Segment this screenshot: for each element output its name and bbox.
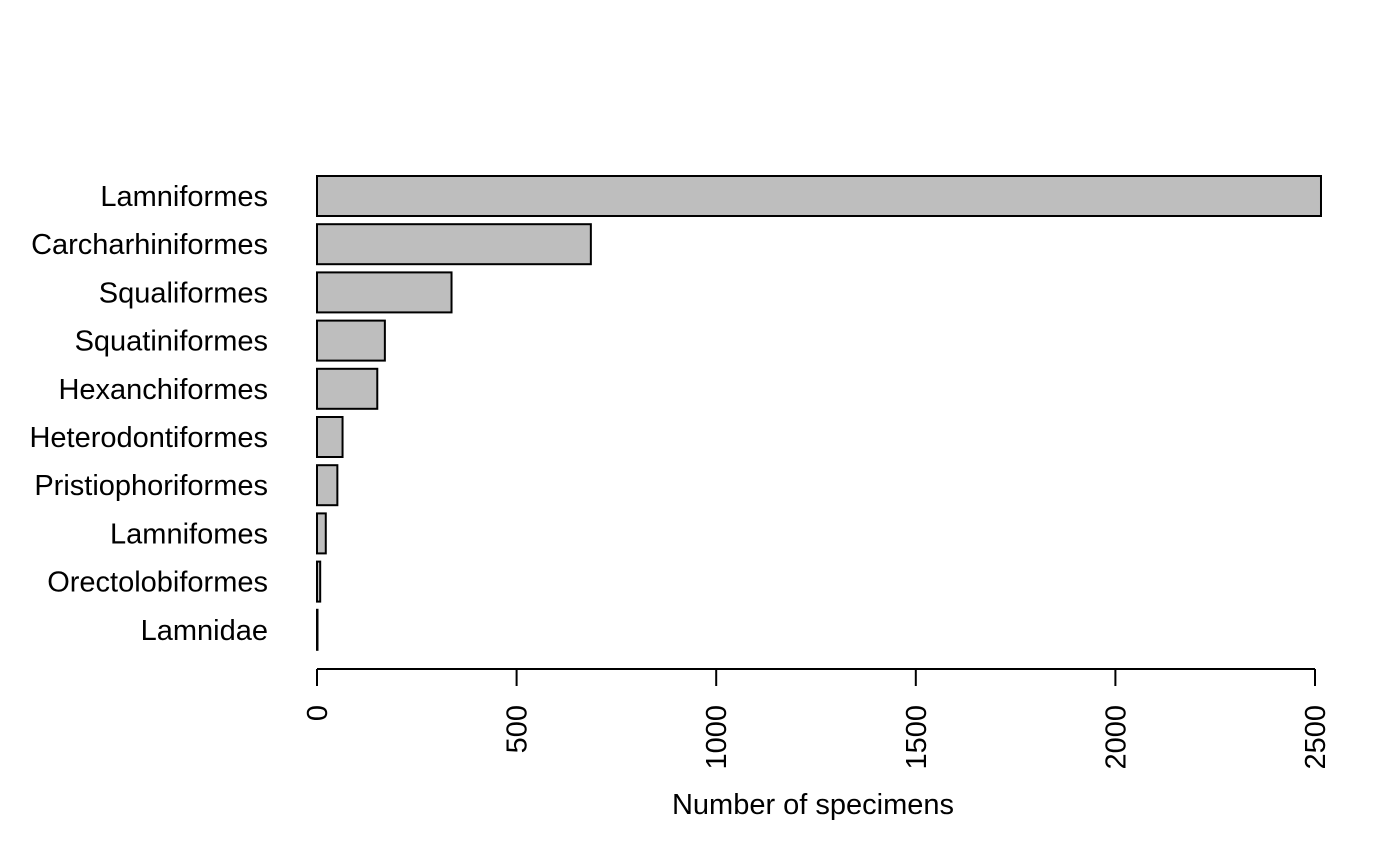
bar-squatiniformes bbox=[316, 319, 386, 362]
category-label: Lamnifomes bbox=[110, 518, 268, 550]
bar-lamniformes bbox=[316, 175, 1322, 217]
x-tick-label: 2000 bbox=[1100, 705, 1132, 770]
bar-orectolobiformes bbox=[316, 560, 322, 603]
category-label: Carcharhiniformes bbox=[31, 229, 268, 261]
bar-heterodontiformes bbox=[316, 416, 344, 458]
category-label: Orectolobiformes bbox=[47, 567, 268, 599]
x-tick-label: 500 bbox=[502, 705, 534, 753]
x-tick-label: 0 bbox=[302, 705, 334, 721]
x-axis-title: Number of specimens bbox=[672, 789, 954, 821]
category-label: Lamnidae bbox=[141, 615, 268, 647]
bar-lamnidae bbox=[316, 608, 319, 651]
bar-carcharhiniformes bbox=[316, 223, 592, 266]
category-label: Squatiniformes bbox=[75, 326, 268, 358]
category-label: Squaliformes bbox=[99, 277, 268, 309]
x-axis-ticks: 0 500 1000 1500 2000 2500 bbox=[302, 669, 1332, 770]
bar-squaliformes bbox=[316, 271, 453, 314]
bar-hexanchiformes bbox=[316, 367, 379, 410]
x-tick-label: 1500 bbox=[901, 705, 933, 770]
category-label: Pristiophoriformes bbox=[34, 470, 268, 502]
bar-lamnifomes bbox=[316, 512, 327, 555]
category-label: Heterodontiformes bbox=[29, 422, 268, 454]
category-label: Lamniformes bbox=[100, 181, 268, 213]
x-tick-label: 1000 bbox=[701, 705, 733, 770]
bar-pristiophoriformes bbox=[316, 464, 339, 507]
category-label: Hexanchiformes bbox=[58, 374, 268, 406]
category-labels: Lamniformes Carcharhiniformes Squaliformes… bbox=[29, 181, 268, 647]
bars-group bbox=[316, 175, 1322, 651]
x-tick-label: 2500 bbox=[1300, 705, 1332, 770]
